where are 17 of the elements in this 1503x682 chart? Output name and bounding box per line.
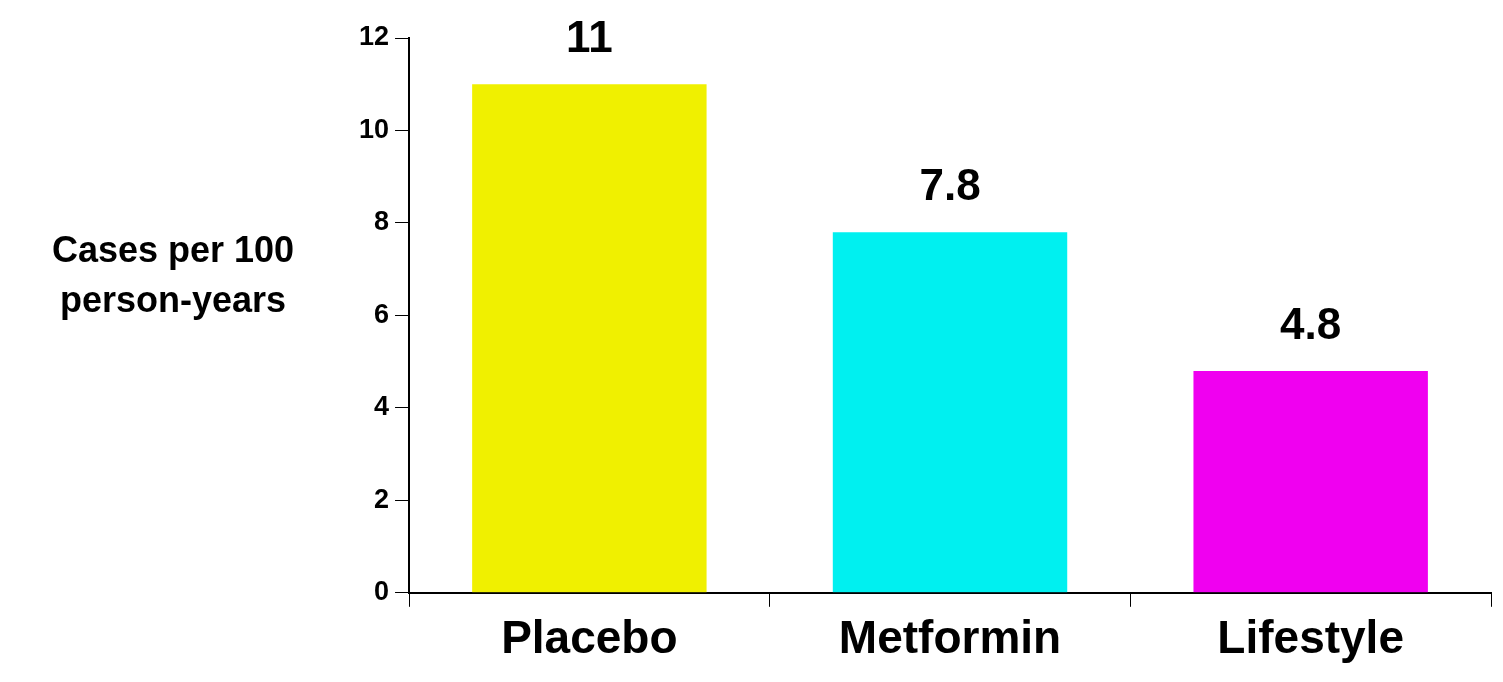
x-tick-label: Metformin xyxy=(838,611,1062,664)
y-tick-label: 8 xyxy=(374,206,390,237)
y-tick-label: 10 xyxy=(358,113,390,144)
y-tick-label: 6 xyxy=(374,298,390,329)
data-label: 7.8 xyxy=(919,160,981,210)
x-tick-label: Placebo xyxy=(501,611,678,664)
bar xyxy=(472,84,707,593)
data-label: 4.8 xyxy=(1280,299,1342,349)
bar xyxy=(1193,370,1428,593)
y-tick-label: 12 xyxy=(358,21,390,52)
x-tick-label: Lifestyle xyxy=(1217,611,1404,664)
y-tick-label: 2 xyxy=(374,483,390,514)
data-label: 11 xyxy=(566,12,613,62)
y-tick-label: 0 xyxy=(374,576,390,607)
y-axis-title: Cases per 100 person-years xyxy=(51,229,295,321)
y-tick-label: 4 xyxy=(374,391,390,422)
bar xyxy=(832,232,1068,593)
